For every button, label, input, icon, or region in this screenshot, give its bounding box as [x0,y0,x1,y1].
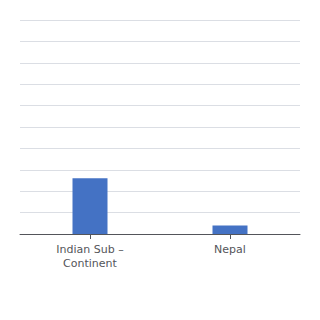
svg-text:Nepal: Nepal [214,243,246,256]
svg-text:Continent: Continent [63,257,117,270]
svg-text:Indian Sub –: Indian Sub – [56,243,123,256]
